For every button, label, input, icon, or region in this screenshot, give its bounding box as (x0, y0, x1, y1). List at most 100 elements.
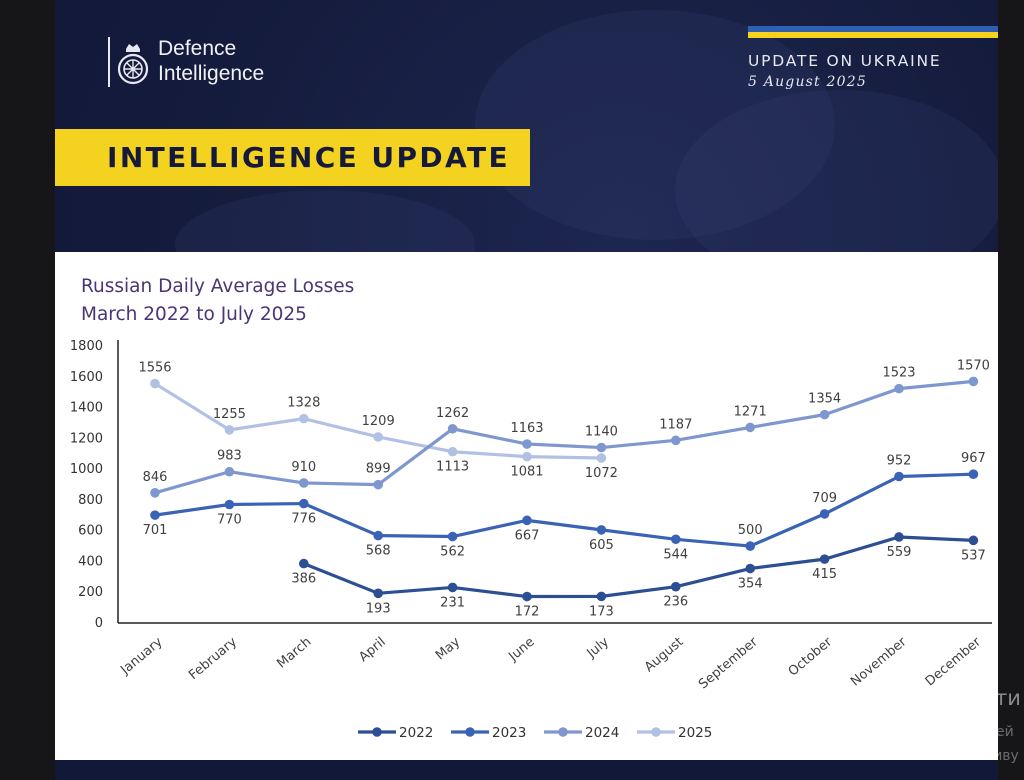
data-point-2023 (224, 499, 235, 510)
data-label-2025: 1328 (287, 396, 320, 411)
data-point-2023 (299, 498, 309, 509)
data-label-2025: 1255 (213, 407, 246, 422)
data-label-2024: 1570 (957, 358, 990, 373)
background-page-right (997, 0, 1024, 780)
y-tick-label: 0 (95, 616, 103, 631)
legend-label-2024: 2024 (585, 725, 619, 741)
data-point-2022 (894, 532, 904, 542)
intelligence-update-banner: INTELLIGENCE UPDATE (55, 129, 530, 186)
legend-marker-2024 (558, 727, 568, 737)
data-point-2022 (745, 563, 755, 574)
data-label-2025: 1081 (510, 465, 543, 480)
data-label-2022: 415 (812, 567, 837, 582)
chart-title: Russian Daily Average Losses (81, 276, 355, 297)
data-point-2022 (447, 582, 458, 593)
y-tick-label: 1600 (70, 370, 103, 385)
logo-line2: Intelligence (158, 62, 265, 85)
data-point-2022 (819, 554, 830, 564)
data-point-2025 (522, 451, 532, 462)
legend-marker-2023 (465, 727, 475, 737)
data-label-2023: 776 (291, 512, 316, 527)
data-point-2023 (150, 510, 160, 520)
ukraine-flag-yellow (748, 32, 998, 38)
data-label-2022: 193 (366, 601, 391, 616)
update-date: 5 August 2025 (748, 74, 867, 90)
data-label-2024: 910 (291, 460, 316, 475)
series-line-2023 (154, 472, 974, 548)
data-point-2024 (224, 466, 235, 477)
line-chart: 0 200 400 600 800 1000 1200 1400 1600 1800 January… (70, 339, 992, 741)
data-point-2024 (150, 488, 160, 498)
update-title: UPDATE ON UKRAINE (748, 52, 942, 70)
data-point-2025 (224, 425, 235, 435)
data-label-2023: 952 (887, 453, 912, 468)
data-point-2024 (894, 383, 904, 394)
data-point-2023 (819, 509, 830, 519)
data-point-2024 (373, 479, 384, 490)
x-tick-label: February (186, 634, 240, 683)
logo-text: Defence Intelligence (158, 36, 264, 86)
legend-label-2025: 2025 (678, 725, 712, 741)
data-point-2024 (299, 478, 309, 488)
legend-marker-2022 (372, 727, 382, 737)
data-label-2022: 559 (887, 545, 912, 560)
legend-label-2022: 2022 (399, 725, 433, 741)
data-point-2022 (968, 535, 979, 546)
logo-line1: Defence (158, 37, 237, 60)
ukraine-flag-blue (748, 26, 998, 32)
data-point-2023 (522, 515, 532, 526)
data-point-2022 (522, 591, 532, 602)
x-tick-label: July (584, 634, 613, 661)
data-label-2022: 537 (961, 548, 986, 563)
data-point-2023 (373, 530, 384, 541)
chart-subtitle: March 2022 to July 2025 (81, 304, 307, 325)
data-point-2025 (150, 378, 160, 389)
y-tick-label: 1200 (70, 431, 103, 446)
data-point-2024 (447, 423, 458, 434)
x-tick-label: March (274, 635, 314, 672)
data-label-2023: 605 (589, 538, 614, 553)
data-label-2025: 1556 (138, 361, 171, 376)
data-label-2024: 1262 (436, 406, 469, 421)
card-bottom-strip (55, 760, 998, 780)
data-label-2022: 172 (515, 605, 540, 620)
data-label-2023: 967 (961, 451, 986, 466)
data-point-2024 (968, 376, 979, 387)
y-tick-label: 1400 (70, 401, 103, 416)
logo-divider (108, 37, 110, 87)
y-tick-label: 600 (78, 524, 103, 539)
x-tick-label: May (433, 634, 463, 663)
data-point-2023 (968, 469, 979, 479)
y-tick-label: 1800 (70, 339, 103, 354)
map-background (475, 10, 835, 240)
data-point-2024 (596, 442, 607, 453)
infographic-card: Defence Intelligence UPDATE ON UKRAINE 5… (55, 0, 998, 780)
data-label-2024: 899 (366, 462, 391, 477)
data-point-2022 (373, 588, 384, 599)
background-page-left (0, 0, 56, 780)
data-point-2024 (745, 422, 755, 433)
x-tick-label: April (356, 635, 388, 666)
data-label-2024: 1163 (510, 421, 543, 436)
data-label-2023: 544 (663, 547, 688, 562)
data-label-2024: 1354 (808, 392, 841, 407)
x-tick-label: August (642, 635, 686, 676)
data-label-2025: 1113 (436, 460, 469, 475)
data-point-2024 (522, 439, 532, 449)
data-label-2024: 1271 (734, 404, 767, 419)
data-point-2025 (373, 432, 384, 442)
y-tick-label: 800 (78, 493, 103, 508)
data-point-2022 (671, 581, 681, 592)
data-point-2023 (745, 541, 755, 551)
data-point-2023 (894, 471, 904, 482)
data-point-2025 (596, 453, 607, 463)
x-tick-label: October (786, 634, 836, 679)
x-tick-label: June (505, 635, 537, 665)
data-point-2022 (596, 591, 607, 602)
data-point-2024 (671, 435, 681, 446)
data-label-2024: 846 (143, 470, 168, 485)
data-label-2025: 1209 (362, 414, 395, 429)
data-label-2023: 770 (217, 513, 242, 528)
data-label-2023: 709 (812, 491, 837, 506)
y-tick-label: 400 (78, 554, 103, 569)
